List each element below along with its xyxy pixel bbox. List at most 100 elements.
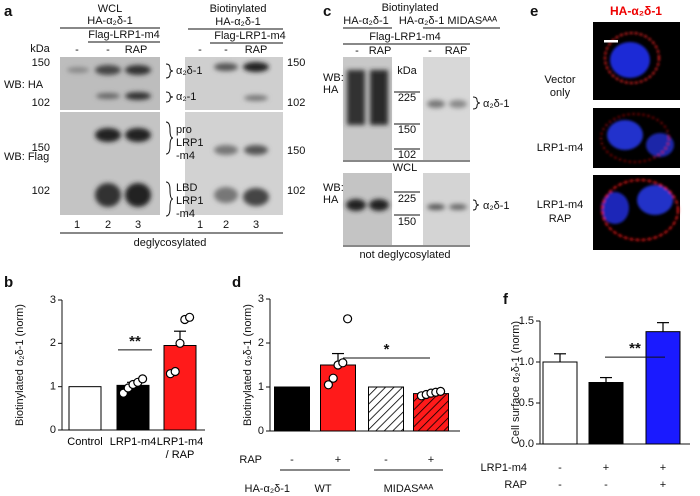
y-tick-label: 3 (258, 293, 264, 305)
label: WB: Flag (4, 151, 49, 163)
data-point (436, 386, 446, 396)
group-name: WT (314, 483, 331, 495)
row-value: - (558, 462, 562, 474)
panel-label: b (4, 274, 13, 291)
error-bar (657, 322, 669, 332)
label: HA-α₂δ-1 (215, 16, 260, 28)
row-label: RAP (239, 454, 262, 466)
bar (588, 382, 624, 445)
label: HA (323, 84, 339, 96)
label: WB: (323, 182, 344, 194)
label: -m4 (176, 208, 195, 220)
y-tick-label: 1.0 (519, 356, 534, 368)
bar (68, 386, 102, 431)
row-value: + (428, 454, 434, 466)
label: RAP (369, 45, 392, 57)
label: LRP1 (176, 137, 204, 149)
label: 150 (287, 145, 305, 157)
label: WB: (323, 72, 344, 84)
label: 150 (32, 57, 50, 69)
label: kDa (397, 65, 417, 77)
group-label: HA-α₂δ-1 (245, 483, 290, 495)
y-axis-label: Biotinylated α₂δ-1 (norm) (242, 304, 254, 426)
row-value: - (290, 454, 294, 466)
label: HA-α₂δ-1 (343, 15, 388, 27)
significance: ** (129, 333, 141, 350)
label: 102 (398, 149, 416, 161)
micrographs (593, 22, 680, 250)
label: LBD (176, 182, 197, 194)
label: HA-α₂δ-1 (610, 4, 662, 18)
label: HA-α₂δ-1 MIDASᴬᴬᴬ (399, 15, 497, 27)
x-tick-label: LRP1-m4 / RAP (156, 436, 204, 461)
label: RAP (125, 44, 148, 56)
label: α₂δ-1 (483, 200, 510, 212)
label: α₂-1 (176, 91, 196, 103)
label: - (355, 45, 359, 57)
label: not deglycosylated (359, 249, 450, 261)
label: LRP1-m4 (537, 199, 583, 211)
label: RAP (549, 213, 572, 225)
row-value: + (660, 479, 666, 491)
panel-label: f (503, 291, 509, 308)
row-value: + (335, 454, 341, 466)
braces (165, 63, 481, 217)
bar (368, 386, 404, 432)
bar (163, 345, 197, 431)
y-tick-label: 1.5 (519, 315, 534, 327)
label: LRP1-m4 (537, 142, 583, 154)
significance: * (384, 341, 390, 358)
group-name: MIDASᴬᴬᴬ (384, 483, 434, 495)
label: 102 (32, 97, 50, 109)
row-value: + (603, 462, 609, 474)
panel-label: a (4, 3, 13, 20)
label: - (428, 45, 432, 57)
bar (320, 364, 356, 432)
label: LRP1 (176, 195, 204, 207)
label: Biotinylated (382, 2, 439, 14)
error-bar (554, 353, 566, 362)
label: Flag-LRP1-m4 (214, 30, 286, 42)
significance: ** (629, 340, 641, 357)
bar (274, 386, 310, 432)
y-tick-label: 0.0 (519, 438, 534, 450)
data-point (328, 373, 338, 383)
label: WCL (98, 3, 122, 15)
label: - (224, 44, 228, 56)
label: Biotinylated (210, 3, 267, 15)
label: -m4 (176, 150, 195, 162)
blot-c (343, 57, 470, 245)
data-point (338, 358, 348, 368)
label: - (106, 44, 110, 56)
y-tick-label: 0 (50, 424, 56, 436)
label: 3 (253, 219, 259, 231)
data-point (138, 374, 148, 384)
label: α₂δ-1 (176, 65, 203, 77)
label: 1 (74, 219, 80, 231)
row-label: RAP (504, 479, 527, 491)
y-tick-label: 1 (50, 381, 56, 393)
row-value: + (660, 462, 666, 474)
bar (645, 331, 681, 445)
label: deglycosylated (134, 237, 207, 249)
data-point (175, 338, 185, 348)
label: 1 (197, 219, 203, 231)
row-label: LRP1-m4 (481, 462, 527, 474)
panel-label: d (232, 274, 241, 291)
row-value: - (558, 479, 562, 491)
y-tick-label: 2 (50, 337, 56, 349)
label: 150 (398, 124, 416, 136)
label: 102 (287, 185, 305, 197)
label: 225 (398, 193, 416, 205)
data-point (343, 314, 353, 324)
label: α₂δ-1 (483, 98, 510, 110)
label: 150 (32, 142, 50, 154)
label: WCL (393, 162, 417, 174)
label: RAP (445, 45, 468, 57)
data-point (185, 312, 195, 322)
blot-a (60, 57, 283, 215)
panel-label: e (530, 3, 538, 20)
y-tick-label: 0 (258, 425, 264, 437)
bar (542, 361, 578, 445)
